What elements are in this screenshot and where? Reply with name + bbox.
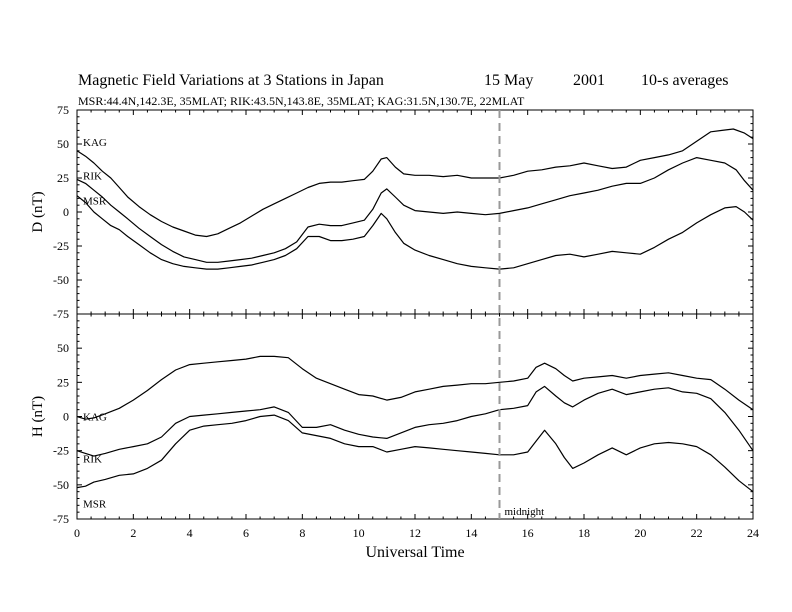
series-line-rik-top (76, 157, 754, 263)
x-tick-label: 22 (691, 526, 703, 540)
y-tick-label-top: 25 (57, 171, 69, 185)
chart-subtitle: MSR:44.4N,142.3E, 35MLAT; RIK:43.5N,143.… (78, 94, 525, 108)
y-tick-label-top: 0 (63, 205, 69, 219)
panel-frame-top (76, 109, 754, 315)
series-line-kag-bottom (76, 355, 754, 420)
y-axis-label-top: D (nT) (30, 191, 46, 232)
series-label-msr-bottom: MSR (83, 499, 107, 511)
x-tick-label: 10 (353, 526, 365, 540)
x-axis-label: Universal Time (365, 544, 464, 561)
x-tick-label: 4 (187, 526, 193, 540)
x-tick-label: 12 (409, 526, 421, 540)
x-tick-label: 8 (299, 526, 305, 540)
y-tick-label-bottom: 50 (57, 341, 69, 355)
x-tick-label: 0 (74, 526, 80, 540)
panel-frame-bottom (76, 313, 754, 520)
series-label-kag-top: KAG (83, 137, 107, 149)
chart-year: 2001 (573, 72, 605, 89)
y-tick-label-bottom: -25 (53, 444, 69, 458)
x-tick-label: 16 (522, 526, 534, 540)
y-tick-label-top: -75 (53, 307, 69, 321)
x-tick-label: 2 (130, 526, 136, 540)
x-tick-label: 14 (465, 526, 477, 540)
y-tick-label-top: 75 (57, 103, 69, 117)
x-tick-label: 18 (578, 526, 590, 540)
series-line-msr-bottom (76, 414, 754, 493)
midnight-label: midnight (505, 506, 545, 518)
series-label-rik-top: RIK (83, 170, 102, 182)
y-tick-label-bottom: -75 (53, 512, 69, 526)
series-label-kag-bottom: KAG (83, 412, 107, 424)
chart-averaging: 10-s averages (641, 72, 729, 89)
series-line-kag-top (76, 128, 754, 238)
y-tick-label-top: -50 (53, 273, 69, 287)
chart-title: Magnetic Field Variations at 3 Stations … (78, 72, 384, 89)
x-tick-label: 6 (243, 526, 249, 540)
y-tick-label-top: -25 (53, 239, 69, 253)
y-tick-label-bottom: 0 (63, 410, 69, 424)
x-tick-label: 20 (634, 526, 646, 540)
chart-date: 15 May (484, 72, 534, 89)
y-axis-label-bottom: H (nT) (30, 396, 46, 437)
series-label-msr-top: MSR (83, 196, 107, 208)
y-tick-label-bottom: -50 (53, 478, 69, 492)
series-line-msr-top (76, 195, 754, 270)
series-line-rik-bottom (76, 385, 754, 457)
x-tick-label: 24 (747, 526, 759, 540)
y-tick-label-top: 50 (57, 137, 69, 151)
y-tick-label-bottom: 25 (57, 375, 69, 389)
series-label-rik-bottom: RIK (83, 454, 102, 466)
